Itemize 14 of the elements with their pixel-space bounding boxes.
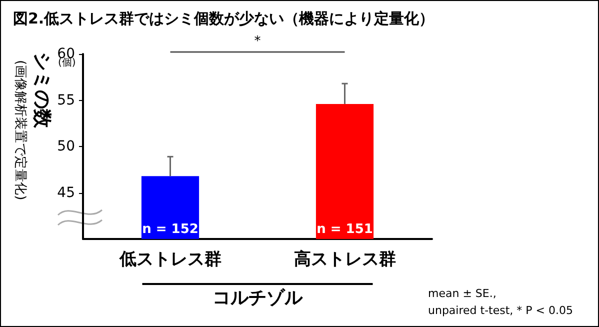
x-tick-label: 低ストレス群	[118, 250, 222, 270]
x-axis-title: コルチゾル	[212, 288, 304, 308]
annotation: n = 151	[316, 222, 373, 237]
y-axis-title: シミの数	[31, 52, 53, 129]
text: *	[254, 34, 262, 49]
text: (画像解析装置で定量化)	[12, 60, 28, 200]
text: unpaired t-test, * P < 0.05	[428, 304, 573, 317]
chart-title: 図2.低ストレス群ではシミ個数が少ない（機器により定量化）	[13, 10, 434, 28]
annotation: n = 152	[142, 222, 198, 237]
x-tick-label: 高ストレス群	[294, 250, 396, 270]
y-tick-label: 55	[57, 92, 75, 108]
y-tick-label: 50	[57, 138, 75, 154]
text: mean ± SE.,	[428, 287, 496, 300]
y-tick-label: 45	[57, 184, 75, 201]
